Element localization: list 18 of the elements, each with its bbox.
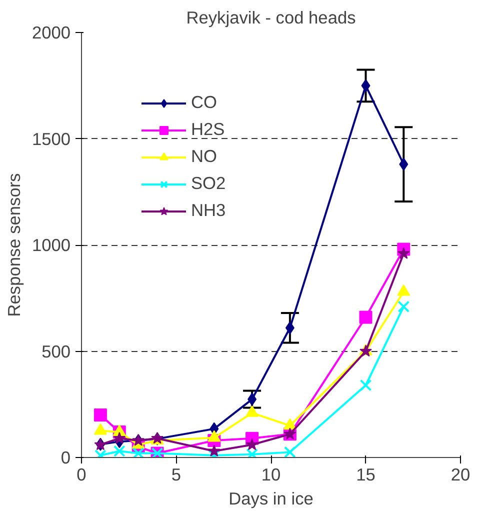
legend-label: SO2 — [191, 173, 226, 194]
x-tick-label: 10 — [261, 464, 281, 484]
x-tick-label: 5 — [171, 464, 182, 484]
y-tick-label: 2000 — [32, 22, 71, 42]
y-tick-label: 0 — [60, 448, 71, 468]
chart-title: Reykjavik - cod heads — [186, 8, 356, 28]
x-tick-label: 20 — [450, 464, 470, 484]
x-tick-label: 0 — [76, 464, 86, 484]
x-axis-title: Days in ice — [228, 488, 314, 508]
y-tick-label: 1000 — [32, 235, 71, 255]
legend-label: H2S — [191, 119, 225, 140]
y-axis-title: Response sensors — [4, 172, 24, 317]
y-tick-label: 500 — [42, 341, 71, 362]
legend-label: CO — [191, 92, 217, 113]
legend-label: NH3 — [191, 200, 226, 221]
x-tick-label: 15 — [356, 464, 376, 484]
y-tick-label: 1500 — [32, 128, 71, 149]
legend-label: NO — [191, 146, 217, 167]
